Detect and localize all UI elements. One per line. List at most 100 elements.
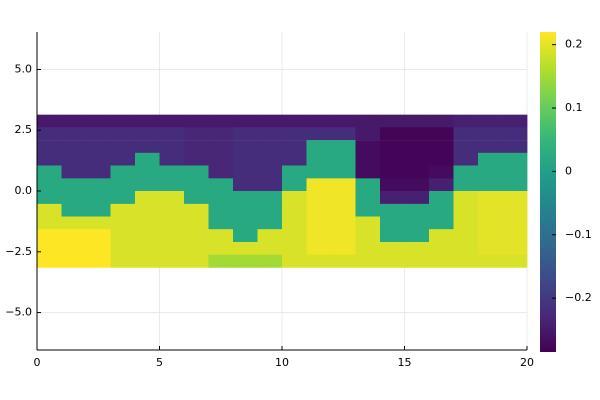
heatmap-cell [184,191,209,205]
heatmap-cell [159,203,185,217]
heatmap-cell [208,127,234,141]
heatmap-cell [453,229,479,243]
heatmap-cell [135,165,160,179]
heatmap-cell [429,178,454,192]
heatmap-cell [257,203,283,217]
heatmap-cell [478,191,503,205]
heatmap-cell [37,127,62,141]
heatmap-cell [502,165,528,179]
heatmap-cell [37,178,62,192]
heatmap-cell [257,127,283,141]
heatmap-cell [110,140,136,154]
colorbar-tick-label: 0.1 [565,101,583,114]
heatmap-cell [184,152,209,166]
heatmap-cell [453,152,479,166]
heatmap-cell [478,152,503,166]
heatmap-cell [404,203,430,217]
heatmap-cell [404,114,430,128]
heatmap-cell [184,114,209,128]
heatmap-cell [429,165,454,179]
heatmap-cell [306,203,332,217]
heatmap-cell [61,229,87,243]
heatmap-cell [61,203,87,217]
heatmap-cell [61,191,87,205]
heatmap-cell [404,140,430,154]
heatmap-cell [257,191,283,205]
heatmap-cell [404,152,430,166]
heatmap-cell [355,152,381,166]
heatmap-cell [282,254,307,268]
heatmap-cell [135,140,160,154]
heatmap-cell [331,242,356,256]
heatmap-cell [110,216,136,230]
heatmap-cell [86,216,111,230]
heatmap-cell [380,191,405,205]
y-tick-label: 5.0 [15,62,33,75]
heatmap-cell [429,229,454,243]
heatmap-cell [355,140,381,154]
heatmap-cell [306,127,332,141]
heatmap-cell [208,229,234,243]
heatmap-cell [159,229,185,243]
heatmap-cell [135,203,160,217]
heatmap-cell [306,178,332,192]
heatmap-cell [135,254,160,268]
heatmap-cell [233,191,258,205]
heatmap-cell [233,178,258,192]
colorbar-tick-label: −0.1 [565,228,592,241]
heatmap-cell [233,152,258,166]
heatmap-cell [61,254,87,268]
heatmap-cell [282,203,307,217]
heatmap-cell [404,216,430,230]
heatmap-cell [257,216,283,230]
heatmap-cell [110,229,136,243]
heatmap-cell [135,127,160,141]
heatmap-cell [135,229,160,243]
heatmap-cell [282,229,307,243]
heatmap-cell [257,242,283,256]
heatmap-cell [502,178,528,192]
heatmap-cell [37,203,62,217]
heatmap-cell [184,127,209,141]
heatmap-cell [453,114,479,128]
heatmap-cell [184,140,209,154]
heatmap-cell [37,216,62,230]
heatmap-cell [208,178,234,192]
heatmap-cell [110,191,136,205]
y-tick-label: 2.5 [15,123,33,136]
heatmap-cell [208,165,234,179]
colorbar [540,32,556,352]
heatmap-cell [208,203,234,217]
heatmap-cell [429,242,454,256]
heatmap-cell [331,114,356,128]
heatmap-cell [110,203,136,217]
heatmap-cell [453,165,479,179]
heatmap-cell [86,229,111,243]
heatmap-cell [502,254,528,268]
heatmap-cell [429,152,454,166]
heatmap-cell [37,242,62,256]
heatmap-cell [233,165,258,179]
heatmap-cell [37,165,62,179]
x-tick-label: 15 [398,356,412,369]
heatmap-cell [404,229,430,243]
heatmap-cell [355,127,381,141]
heatmap-cell [478,178,503,192]
heatmap-cell [86,165,111,179]
heatmap-cell [306,254,332,268]
heatmap-cell [331,152,356,166]
x-tick-label: 20 [520,356,534,369]
y-tick-label: 0.0 [15,184,33,197]
heatmap-cell [306,216,332,230]
heatmap-cell [478,203,503,217]
heatmap-cell [233,114,258,128]
heatmap-cell [502,242,528,256]
heatmap-cell [208,216,234,230]
heatmap-cell [502,216,528,230]
heatmap-cell [135,178,160,192]
heatmap-cell [453,254,479,268]
heatmap-cell [478,242,503,256]
heatmap-cell [257,114,283,128]
heatmap-cell [502,191,528,205]
